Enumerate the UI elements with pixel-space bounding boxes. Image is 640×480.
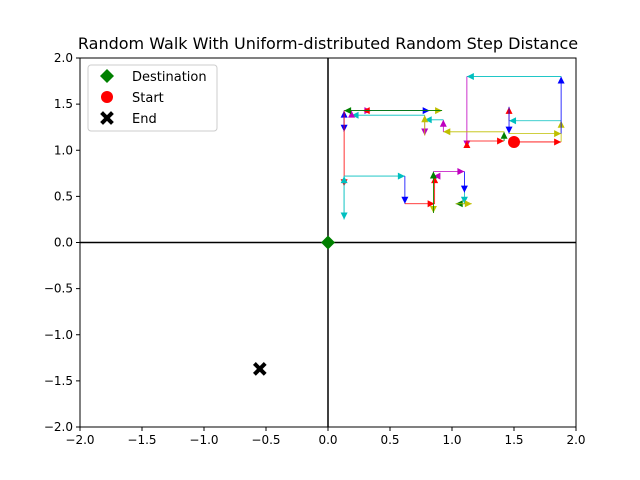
walk-step bbox=[463, 141, 471, 149]
x-tick-label: 1.0 bbox=[442, 433, 461, 447]
step-arrowhead bbox=[554, 130, 562, 138]
walk-step bbox=[344, 172, 405, 180]
walk-step bbox=[431, 176, 439, 204]
x-tick-label: −2.0 bbox=[65, 433, 94, 447]
step-arrowhead bbox=[466, 72, 474, 80]
legend-entry: Destination bbox=[100, 69, 207, 85]
walk-step bbox=[460, 171, 468, 193]
y-tick-label: 0.5 bbox=[54, 189, 73, 203]
x-axis-ticks: −2.0 −1.5 −1.0 −0.5 0.0 0.5 1.0 1.5 2.0 bbox=[65, 427, 586, 447]
step-arrowhead bbox=[427, 200, 435, 208]
chart-title: Random Walk With Uniform-distributed Ran… bbox=[78, 34, 578, 53]
x-tick-label: 2.0 bbox=[566, 433, 585, 447]
walk-step bbox=[424, 116, 444, 124]
step-arrowhead bbox=[429, 171, 437, 179]
step-arrowhead bbox=[431, 176, 439, 184]
step-arrowhead bbox=[344, 107, 352, 115]
legend-marker-x bbox=[100, 111, 114, 125]
walk-step bbox=[509, 117, 562, 125]
walk-step bbox=[421, 115, 429, 136]
walk-step bbox=[460, 192, 468, 204]
walk-step bbox=[557, 76, 565, 134]
step-arrowhead bbox=[554, 138, 562, 146]
step-arrowhead bbox=[340, 176, 348, 184]
x-tick-label: −1.5 bbox=[127, 433, 156, 447]
step-arrowhead bbox=[460, 185, 468, 193]
walk-step bbox=[351, 111, 425, 119]
legend-label: End bbox=[132, 112, 157, 127]
walk-step bbox=[439, 119, 447, 132]
walk-step bbox=[443, 128, 505, 136]
legend-marker-diamond bbox=[100, 69, 114, 83]
step-arrowhead bbox=[433, 172, 441, 180]
walk-step bbox=[509, 130, 562, 138]
step-arrowhead bbox=[348, 110, 356, 118]
y-axis-ticks: −2.0 −1.5 −1.0 −0.5 0.0 0.5 1.0 1.5 2.0 bbox=[44, 51, 80, 434]
step-arrowhead bbox=[505, 126, 513, 134]
walk-step bbox=[466, 137, 505, 145]
step-arrowhead bbox=[500, 131, 508, 139]
y-tick-label: −1.0 bbox=[44, 328, 73, 342]
x-tick-label: −1.0 bbox=[189, 433, 218, 447]
y-tick-label: −1.5 bbox=[44, 374, 73, 388]
step-arrowhead bbox=[424, 116, 432, 124]
walk-step bbox=[401, 176, 409, 204]
step-arrowhead bbox=[457, 167, 465, 175]
walk-step bbox=[404, 200, 435, 208]
x-tick-label: 0.5 bbox=[380, 433, 399, 447]
x-tick-label: 1.5 bbox=[504, 433, 523, 447]
walk-step bbox=[344, 107, 443, 115]
walk-step bbox=[348, 110, 356, 118]
legend-entry: End bbox=[100, 111, 157, 127]
step-arrowhead bbox=[351, 111, 359, 119]
y-tick-label: 2.0 bbox=[54, 51, 73, 65]
walk-step bbox=[455, 200, 472, 208]
legend-label: Start bbox=[132, 91, 164, 106]
step-arrowhead bbox=[509, 117, 517, 125]
step-arrowhead bbox=[557, 76, 565, 84]
x-tick-label: −0.5 bbox=[251, 433, 280, 447]
step-arrowhead bbox=[439, 119, 447, 127]
walk-step bbox=[500, 131, 508, 142]
step-arrowhead bbox=[463, 141, 471, 149]
step-arrowhead bbox=[460, 196, 468, 204]
y-tick-label: 1.0 bbox=[54, 143, 73, 157]
legend-box bbox=[87, 64, 218, 132]
legend: Destination Start End bbox=[87, 64, 218, 132]
step-arrowhead bbox=[421, 115, 429, 123]
y-tick-label: 0.0 bbox=[54, 236, 73, 250]
step-arrowhead bbox=[497, 137, 505, 145]
step-arrowhead bbox=[464, 200, 472, 208]
y-tick-label: −0.5 bbox=[44, 282, 73, 296]
walk-step bbox=[340, 176, 348, 220]
walk-step bbox=[514, 138, 562, 146]
walk-steps bbox=[340, 72, 565, 220]
walk-step bbox=[433, 167, 465, 175]
step-arrowhead bbox=[397, 172, 405, 180]
y-tick-label: −2.0 bbox=[44, 420, 73, 434]
start-marker bbox=[508, 135, 520, 148]
step-arrowhead bbox=[401, 196, 409, 204]
end-marker bbox=[252, 362, 267, 376]
legend-label: Destination bbox=[132, 70, 207, 85]
destination-marker bbox=[321, 235, 335, 250]
x-tick-label: 0.0 bbox=[318, 433, 337, 447]
legend-entry: Start bbox=[101, 91, 164, 106]
y-tick-label: 1.5 bbox=[54, 97, 73, 111]
point-markers bbox=[252, 135, 520, 376]
walk-step bbox=[429, 171, 437, 213]
walk-step bbox=[466, 72, 562, 80]
legend-marker-circle bbox=[101, 91, 113, 103]
step-arrowhead bbox=[443, 128, 451, 136]
walk-step bbox=[505, 106, 513, 134]
